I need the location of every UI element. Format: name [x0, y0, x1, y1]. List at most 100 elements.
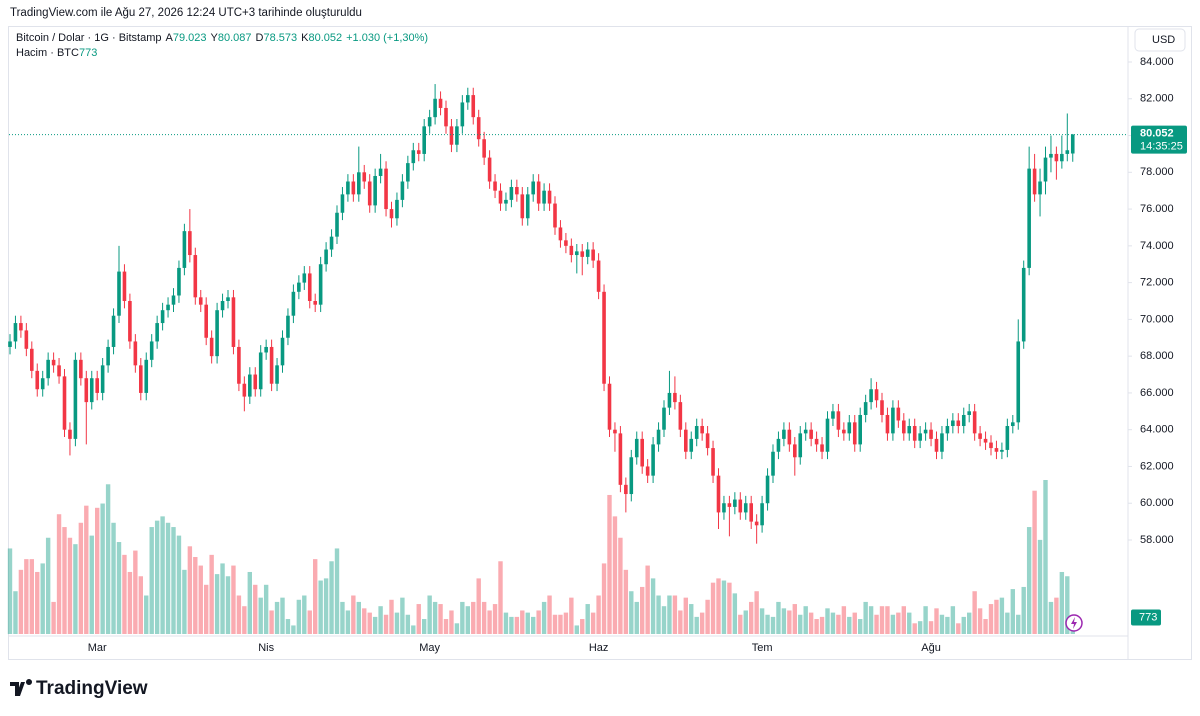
volume-tag	[1131, 609, 1161, 626]
volume-bar	[580, 619, 585, 634]
volume-bar	[999, 597, 1005, 634]
volume-bar	[138, 576, 143, 634]
candle-body	[504, 199, 508, 204]
volume-bar	[939, 614, 945, 634]
candle-body	[553, 203, 557, 228]
volume-bar	[160, 516, 165, 634]
volume-bar	[612, 516, 618, 634]
value: 78.573	[263, 32, 297, 44]
candle-body	[951, 420, 955, 427]
volume-bar	[405, 614, 411, 634]
volume-bar	[830, 612, 836, 634]
volume-bar	[847, 616, 852, 634]
volume-bar	[1065, 576, 1070, 634]
volume-bar	[661, 606, 667, 634]
candle-body	[177, 267, 181, 296]
volume-bar	[590, 612, 596, 634]
candle-body	[880, 400, 884, 415]
y-tick-label: 84.000	[1140, 56, 1174, 68]
volume-bar	[220, 563, 225, 634]
candle-body	[847, 422, 852, 434]
volume-bar	[176, 535, 182, 634]
candle-body	[182, 231, 187, 268]
volume-bar	[563, 612, 569, 634]
volume-bar	[541, 601, 547, 634]
volume-bar	[443, 619, 449, 634]
candle-body	[117, 271, 121, 316]
volume-bar	[247, 571, 252, 634]
volume-bar	[389, 599, 394, 634]
volume-bar	[84, 505, 89, 634]
label: D	[256, 32, 264, 44]
candle-body	[580, 251, 585, 257]
volume-bar	[656, 595, 661, 634]
frame	[8, 26, 1192, 660]
volume-bar	[732, 593, 738, 634]
volume-bars	[7, 480, 1075, 634]
volume-bar	[95, 507, 100, 634]
volume-bar	[334, 548, 340, 634]
volume-bar	[803, 606, 808, 634]
volume-bar	[1048, 601, 1054, 634]
volume-bar	[601, 563, 607, 634]
volume-bar	[749, 601, 754, 634]
volume-bar	[743, 610, 748, 634]
candle-body	[547, 190, 552, 204]
volume-bar	[394, 612, 400, 634]
candle-body	[907, 426, 912, 434]
candle-body	[106, 346, 110, 366]
volume-bar	[569, 597, 574, 634]
candle-body	[509, 187, 514, 200]
volume-bar	[531, 616, 536, 634]
candle-body	[1000, 449, 1004, 452]
volume-bar	[1032, 490, 1037, 634]
volume-bar	[967, 612, 972, 634]
volume-bar	[313, 559, 318, 634]
volume-bar	[678, 610, 683, 634]
volume-bar	[928, 621, 934, 634]
volume-bar	[242, 606, 247, 634]
candle-body	[536, 181, 541, 204]
candle-body	[68, 429, 72, 439]
candle-body	[286, 315, 290, 338]
volume-bar	[667, 595, 672, 634]
candle-body	[226, 297, 230, 301]
volume-bar	[640, 586, 645, 634]
volume-bar	[7, 548, 13, 634]
candle-body	[940, 433, 944, 452]
candle-body	[722, 503, 726, 513]
candle-body	[220, 301, 225, 311]
candle-body	[389, 209, 394, 219]
candle-body	[139, 365, 143, 393]
volume-bar	[362, 608, 367, 634]
change: +1.030 (+1,30%)	[346, 32, 428, 44]
volume-bar	[400, 597, 405, 634]
candle-body	[242, 383, 247, 397]
volume-bar	[89, 535, 94, 634]
candles	[8, 84, 1075, 544]
candle-body	[602, 291, 606, 384]
volume-bar	[302, 595, 307, 634]
currency-box[interactable]	[1134, 28, 1186, 52]
volume-bar	[356, 601, 361, 634]
candle-body	[782, 429, 786, 439]
volume-bar	[852, 612, 857, 634]
candle-body	[160, 310, 165, 324]
candle-body	[171, 295, 176, 305]
countdown: 14:35:25	[1140, 140, 1183, 152]
candle-body	[716, 475, 721, 513]
candle-body	[422, 126, 426, 154]
volume-bar	[476, 578, 481, 634]
candle-body	[149, 341, 154, 360]
candle-body	[455, 126, 459, 145]
candle-body	[842, 429, 846, 434]
alert-bolt	[1071, 617, 1077, 629]
candle-body	[983, 438, 988, 443]
volume-bar	[923, 606, 928, 634]
value: 80.052	[308, 32, 342, 44]
volume-bar	[1016, 614, 1021, 634]
volume-bar	[727, 582, 732, 634]
volume-bar	[694, 616, 699, 634]
volume-bar	[917, 621, 923, 634]
